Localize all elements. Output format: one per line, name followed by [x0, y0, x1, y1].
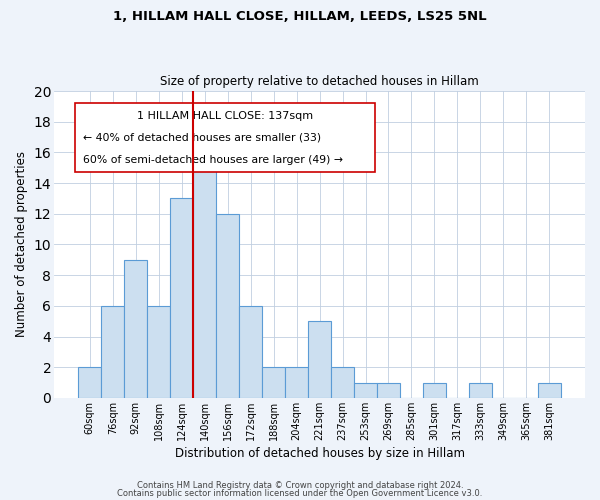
Bar — [239, 306, 262, 398]
Bar — [216, 214, 239, 398]
Bar — [538, 382, 561, 398]
Bar — [377, 382, 400, 398]
Title: Size of property relative to detached houses in Hillam: Size of property relative to detached ho… — [160, 76, 479, 88]
Bar — [262, 367, 285, 398]
Text: Contains public sector information licensed under the Open Government Licence v3: Contains public sector information licen… — [118, 488, 482, 498]
Bar — [469, 382, 492, 398]
Y-axis label: Number of detached properties: Number of detached properties — [15, 152, 28, 338]
Bar — [101, 306, 124, 398]
Bar — [170, 198, 193, 398]
FancyBboxPatch shape — [76, 104, 375, 172]
Bar — [285, 367, 308, 398]
Text: 60% of semi-detached houses are larger (49) →: 60% of semi-detached houses are larger (… — [83, 155, 343, 165]
X-axis label: Distribution of detached houses by size in Hillam: Distribution of detached houses by size … — [175, 447, 464, 460]
Text: 1 HILLAM HALL CLOSE: 137sqm: 1 HILLAM HALL CLOSE: 137sqm — [137, 111, 313, 121]
Bar — [423, 382, 446, 398]
Text: ← 40% of detached houses are smaller (33): ← 40% of detached houses are smaller (33… — [83, 133, 322, 143]
Bar — [147, 306, 170, 398]
Bar — [78, 367, 101, 398]
Text: Contains HM Land Registry data © Crown copyright and database right 2024.: Contains HM Land Registry data © Crown c… — [137, 481, 463, 490]
Bar — [354, 382, 377, 398]
Bar — [124, 260, 147, 398]
Bar — [331, 367, 354, 398]
Bar — [308, 321, 331, 398]
Bar — [193, 152, 216, 398]
Text: 1, HILLAM HALL CLOSE, HILLAM, LEEDS, LS25 5NL: 1, HILLAM HALL CLOSE, HILLAM, LEEDS, LS2… — [113, 10, 487, 23]
